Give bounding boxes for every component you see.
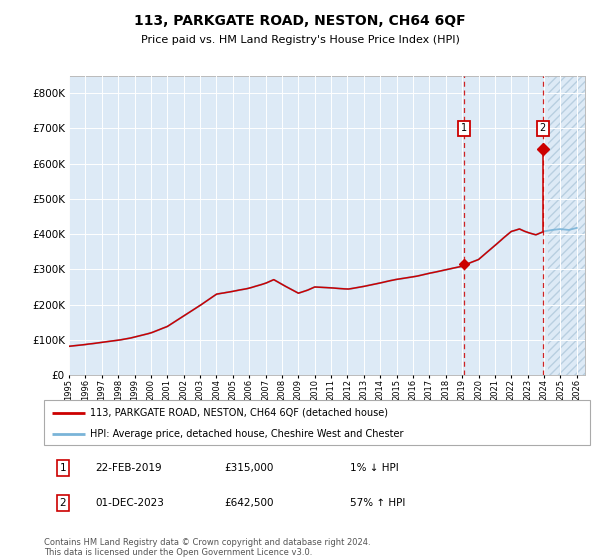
Text: 1: 1: [461, 123, 467, 133]
Text: Price paid vs. HM Land Registry's House Price Index (HPI): Price paid vs. HM Land Registry's House …: [140, 35, 460, 45]
Text: This data is licensed under the Open Government Licence v3.0.: This data is licensed under the Open Gov…: [44, 548, 312, 557]
Text: £642,500: £642,500: [224, 498, 274, 507]
Text: 1% ↓ HPI: 1% ↓ HPI: [350, 463, 398, 473]
Text: 113, PARKGATE ROAD, NESTON, CH64 6QF (detached house): 113, PARKGATE ROAD, NESTON, CH64 6QF (de…: [90, 408, 388, 418]
Text: 01-DEC-2023: 01-DEC-2023: [95, 498, 164, 507]
Text: 22-FEB-2019: 22-FEB-2019: [95, 463, 162, 473]
Text: 2: 2: [59, 498, 66, 507]
Text: HPI: Average price, detached house, Cheshire West and Chester: HPI: Average price, detached house, Ches…: [90, 429, 404, 439]
Text: Contains HM Land Registry data © Crown copyright and database right 2024.: Contains HM Land Registry data © Crown c…: [44, 538, 370, 547]
Text: 2: 2: [539, 123, 546, 133]
Text: £315,000: £315,000: [224, 463, 274, 473]
Text: 57% ↑ HPI: 57% ↑ HPI: [350, 498, 405, 507]
FancyBboxPatch shape: [44, 400, 590, 445]
Text: 113, PARKGATE ROAD, NESTON, CH64 6QF: 113, PARKGATE ROAD, NESTON, CH64 6QF: [134, 14, 466, 28]
Text: 1: 1: [59, 463, 66, 473]
Bar: [548, 76, 600, 375]
Bar: [548, 76, 600, 375]
